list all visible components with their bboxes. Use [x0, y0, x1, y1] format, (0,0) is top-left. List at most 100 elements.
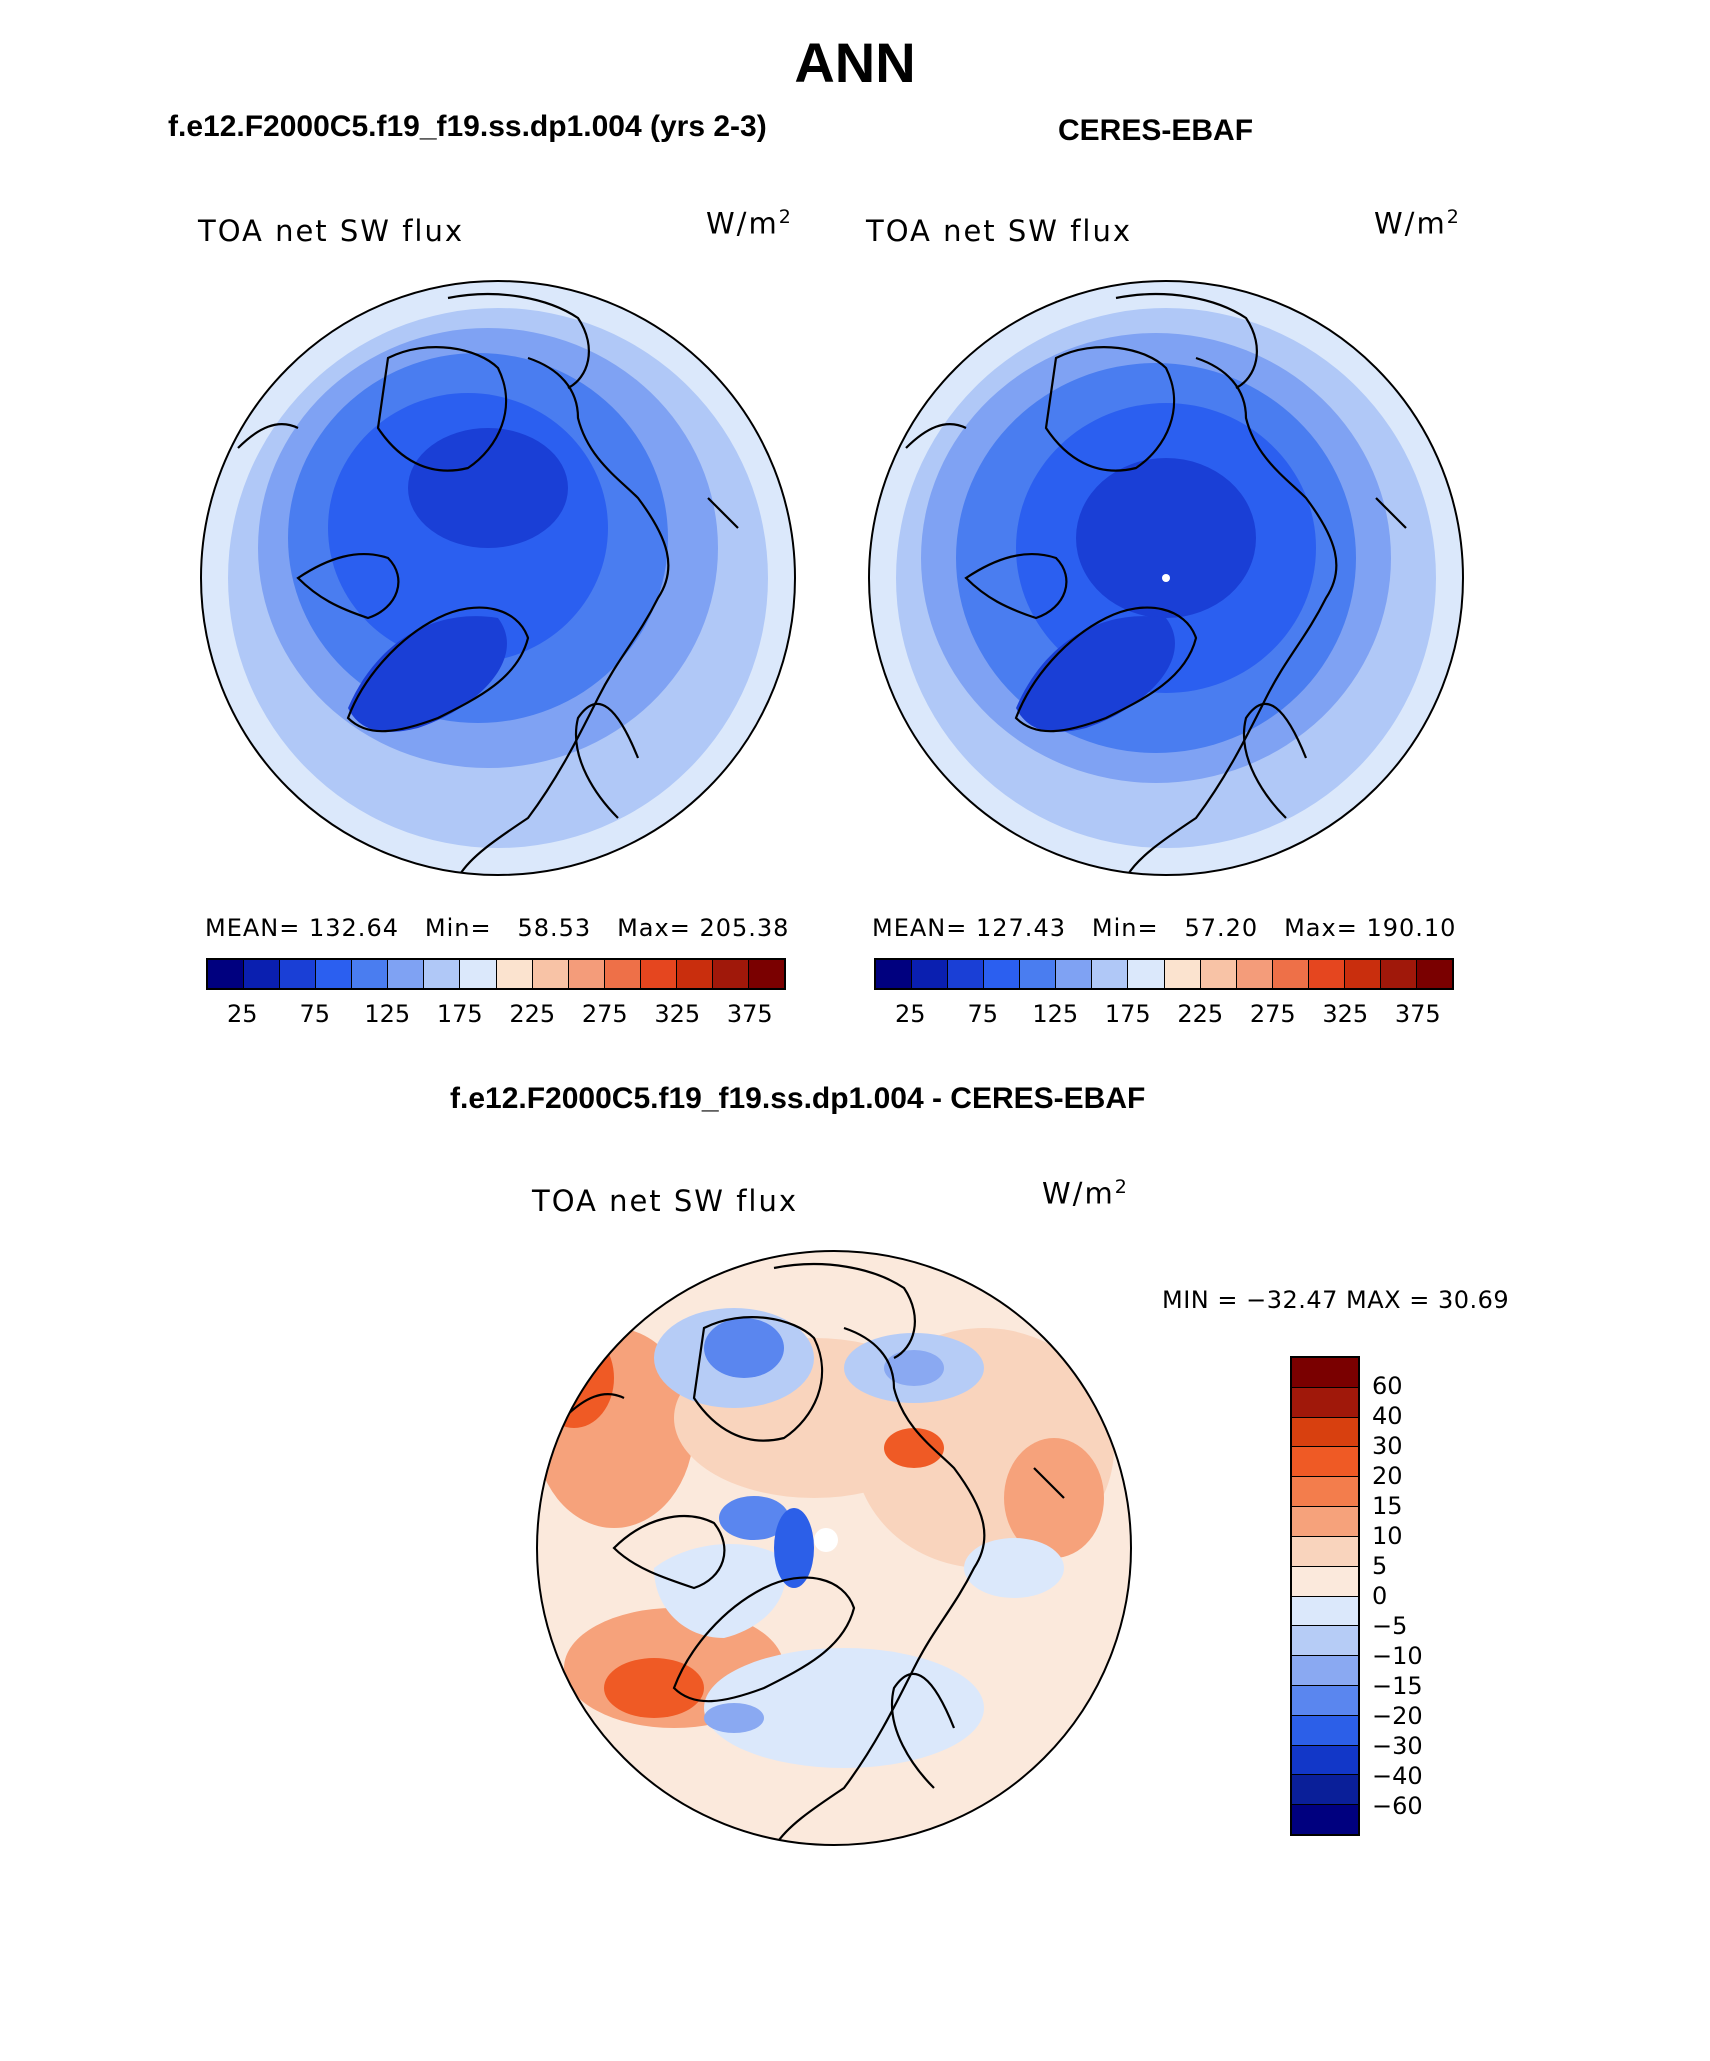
- colorbar-swatch: [1236, 960, 1273, 988]
- colorbar-swatch: [1292, 1745, 1358, 1776]
- colorbar-swatch: [1200, 960, 1237, 988]
- model-colorbar: [206, 958, 786, 990]
- colorbar-swatch: [1128, 960, 1165, 988]
- colorbar-swatch: [352, 960, 389, 988]
- colorbar-swatch: [1292, 1447, 1358, 1478]
- model-panel-title: f.e12.F2000C5.f19_f19.ss.dp1.004 (yrs 2-…: [168, 110, 767, 143]
- colorbar-swatch: [1416, 960, 1452, 988]
- colorbar-tick-label: 325: [654, 1000, 701, 1028]
- colorbar-swatch: [388, 960, 425, 988]
- colorbar-swatch: [496, 960, 533, 988]
- diff-variable-label: TOA net SW flux: [532, 1184, 799, 1218]
- diff-polar-map: [536, 1250, 1132, 1846]
- colorbar-swatch: [568, 960, 605, 988]
- obs-colorbar-ticks: 25 75 125 175 225 275 325 375: [874, 1000, 1454, 1030]
- colorbar-tick-label: 10: [1372, 1522, 1403, 1550]
- colorbar-tick-label: 30: [1372, 1432, 1403, 1460]
- colorbar-swatch: [1344, 960, 1381, 988]
- colorbar-swatch: [676, 960, 713, 988]
- colorbar-swatch: [1164, 960, 1201, 988]
- diff-units-label: W/m2: [1042, 1176, 1129, 1211]
- colorbar-tick-label: −60: [1372, 1792, 1423, 1820]
- colorbar-tick-label: −5: [1372, 1612, 1408, 1640]
- colorbar-tick-label: 15: [1372, 1492, 1403, 1520]
- model-variable-label: TOA net SW flux: [198, 214, 465, 248]
- colorbar-tick-label: 175: [1104, 1000, 1151, 1028]
- obs-panel-title: CERES-EBAF: [1058, 114, 1254, 147]
- colorbar-swatch: [1292, 1775, 1358, 1806]
- colorbar-swatch: [1292, 1358, 1358, 1388]
- colorbar-swatch: [208, 960, 245, 988]
- colorbar-tick-label: 125: [364, 1000, 411, 1028]
- colorbar-swatch: [984, 960, 1021, 988]
- colorbar-swatch: [1056, 960, 1093, 988]
- colorbar-swatch: [316, 960, 353, 988]
- diff-colorbar-ticks: 60 40 30 20 15 10 5 0 −5 −10 −15 −20 −30 −40 −60: [1372, 1356, 1492, 1836]
- colorbar-swatch: [1092, 960, 1129, 988]
- colorbar-tick-label: −40: [1372, 1762, 1423, 1790]
- colorbar-swatch: [1380, 960, 1417, 988]
- colorbar-tick-label: 125: [1032, 1000, 1079, 1028]
- colorbar-swatch: [460, 960, 497, 988]
- colorbar-tick-label: 5: [1372, 1552, 1388, 1580]
- obs-colorbar: [874, 958, 1454, 990]
- diff-panel-title: f.e12.F2000C5.f19_f19.ss.dp1.004 - CERES…: [450, 1082, 1146, 1115]
- model-colorbar-ticks: 25 75 125 175 225 275 325 375: [206, 1000, 786, 1030]
- colorbar-swatch: [532, 960, 569, 988]
- colorbar-swatch: [1292, 1417, 1358, 1448]
- colorbar-swatch: [1292, 1596, 1358, 1627]
- colorbar-tick-label: 75: [967, 1000, 999, 1028]
- colorbar-tick-label: 20: [1372, 1462, 1403, 1490]
- colorbar-swatch: [1292, 1507, 1358, 1537]
- colorbar-swatch: [1292, 1805, 1358, 1834]
- colorbar-swatch: [1292, 1685, 1358, 1716]
- colorbar-tick-label: −15: [1372, 1672, 1423, 1700]
- colorbar-swatch: [640, 960, 677, 988]
- colorbar-tick-label: 225: [1177, 1000, 1224, 1028]
- obs-stats: MEAN= 127.43 Min= 57.20 Max= 190.10: [872, 914, 1457, 942]
- diff-colorbar: [1290, 1356, 1360, 1836]
- colorbar-swatch: [1292, 1536, 1358, 1567]
- colorbar-tick-label: 225: [509, 1000, 556, 1028]
- colorbar-swatch: [876, 960, 913, 988]
- obs-variable-label: TOA net SW flux: [866, 214, 1133, 248]
- colorbar-swatch: [1272, 960, 1309, 988]
- colorbar-tick-label: 375: [726, 1000, 773, 1028]
- colorbar-tick-label: 275: [581, 1000, 628, 1028]
- colorbar-tick-label: 75: [299, 1000, 331, 1028]
- model-stats: MEAN= 132.64 Min= 58.53 Max= 205.38: [205, 914, 790, 942]
- colorbar-swatch: [1292, 1566, 1358, 1597]
- figure-title: ANN: [794, 31, 916, 94]
- colorbar-swatch: [1292, 1477, 1358, 1508]
- colorbar-swatch: [712, 960, 749, 988]
- colorbar-swatch: [1292, 1387, 1358, 1418]
- colorbar-swatch: [1292, 1715, 1358, 1746]
- colorbar-tick-label: 0: [1372, 1582, 1388, 1610]
- colorbar-tick-label: 275: [1249, 1000, 1296, 1028]
- colorbar-swatch: [280, 960, 317, 988]
- colorbar-swatch: [244, 960, 281, 988]
- model-units-label: W/m2: [706, 206, 793, 241]
- colorbar-swatch: [1308, 960, 1345, 988]
- colorbar-tick-label: 375: [1394, 1000, 1441, 1028]
- obs-polar-map: [868, 280, 1464, 876]
- colorbar-tick-label: −30: [1372, 1732, 1423, 1760]
- colorbar-tick-label: −20: [1372, 1702, 1423, 1730]
- colorbar-swatch: [912, 960, 949, 988]
- colorbar-tick-label: 25: [894, 1000, 926, 1028]
- colorbar-swatch: [948, 960, 985, 988]
- colorbar-tick-label: 40: [1372, 1402, 1403, 1430]
- colorbar-tick-label: 25: [226, 1000, 258, 1028]
- obs-units-label: W/m2: [1374, 206, 1461, 241]
- colorbar-swatch: [604, 960, 641, 988]
- colorbar-swatch: [424, 960, 461, 988]
- colorbar-swatch: [1292, 1656, 1358, 1686]
- colorbar-tick-label: 325: [1322, 1000, 1369, 1028]
- colorbar-swatch: [1292, 1626, 1358, 1657]
- colorbar-tick-label: 175: [436, 1000, 483, 1028]
- diff-minmax: MIN = −32.47 MAX = 30.69: [1162, 1286, 1510, 1314]
- colorbar-swatch: [1020, 960, 1057, 988]
- model-polar-map: [200, 280, 796, 876]
- colorbar-tick-label: −10: [1372, 1642, 1423, 1670]
- colorbar-swatch: [748, 960, 784, 988]
